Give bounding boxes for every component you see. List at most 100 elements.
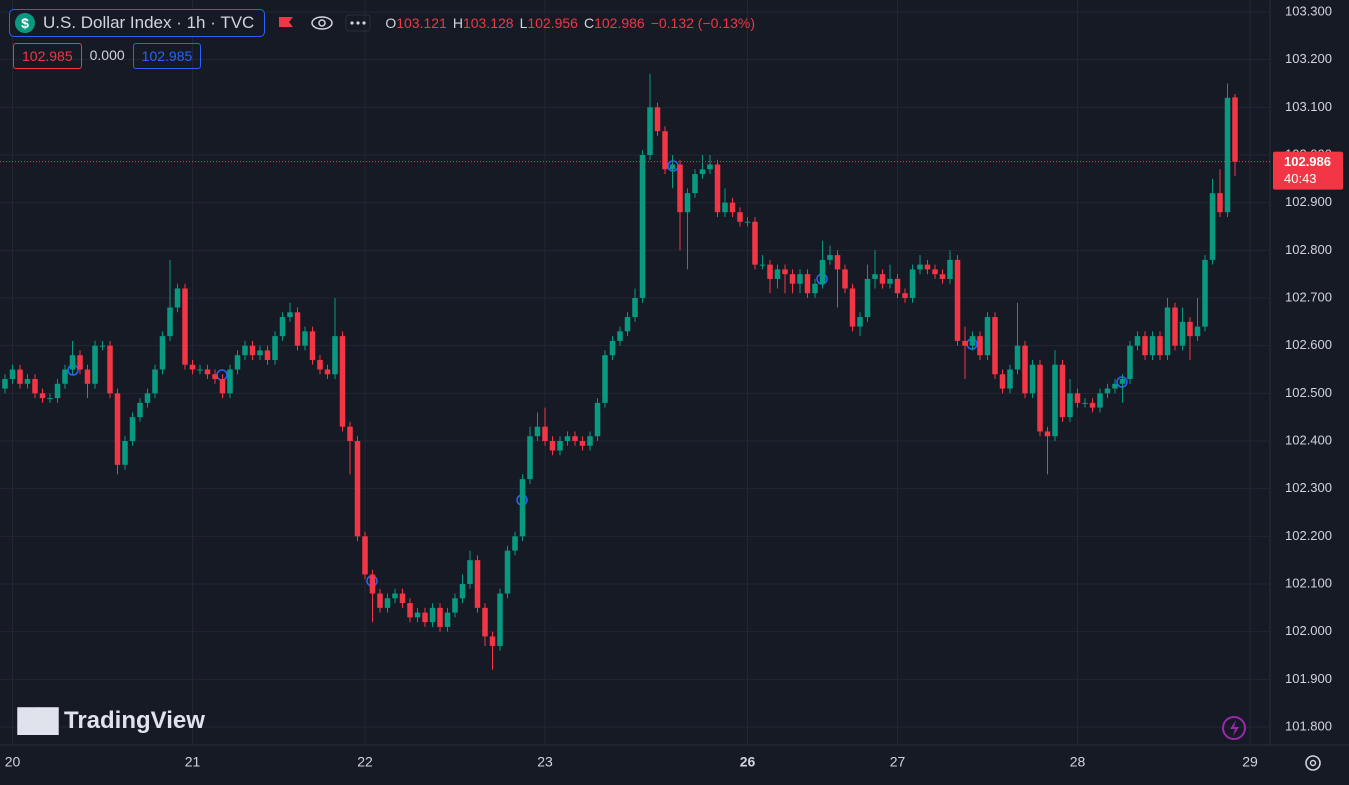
- candle-body: [1044, 431, 1051, 437]
- legend-label: C: [583, 15, 595, 31]
- candle-body: [452, 598, 458, 613]
- candle-body: [692, 174, 698, 194]
- candle-body: [62, 369, 68, 384]
- candle-body: [1052, 364, 1058, 437]
- candle-body: [347, 426, 353, 441]
- x-tick-label: 27: [890, 754, 906, 770]
- candle-body: [189, 364, 196, 370]
- y-tick-label: 101.800: [1285, 718, 1332, 733]
- candle-body: [722, 202, 728, 213]
- settings-icon[interactable]: [1305, 755, 1321, 771]
- candle-body: [804, 274, 811, 294]
- candle-body: [677, 164, 683, 213]
- candle-body: [302, 331, 308, 346]
- candle-body: [767, 264, 773, 279]
- candle-body: [864, 278, 871, 318]
- flag-icon[interactable]: [275, 14, 299, 32]
- candle-body: [77, 355, 83, 370]
- legend-value: 102.956: [527, 15, 578, 31]
- eye-icon[interactable]: [309, 14, 335, 32]
- x-tick-label: 21: [185, 754, 201, 770]
- candle-body: [1209, 193, 1216, 260]
- candle-body: [107, 345, 113, 394]
- candle-body: [1104, 388, 1111, 394]
- candle-body: [857, 317, 863, 327]
- more-icon[interactable]: [345, 14, 371, 32]
- change: −0.132 (−0.13%): [650, 15, 755, 31]
- candle-body: [414, 612, 421, 618]
- candle-body: [947, 259, 953, 279]
- candle-body: [257, 350, 263, 356]
- watermark-text: TradingView: [64, 707, 205, 734]
- candle-body: [879, 274, 886, 284]
- ohlc-legend: O103.121 H103.128 L102.956 C102.986 −0.132 (…: [385, 15, 755, 31]
- candle-body: [939, 274, 946, 279]
- header: $ U.S. Dollar Index · 1h · TVC O103.121 H1…: [9, 9, 755, 37]
- candle-body: [617, 331, 623, 341]
- candle-body: [609, 340, 616, 356]
- candle-body: [219, 379, 226, 394]
- candle-body: [1119, 379, 1126, 384]
- candle-body: [954, 259, 961, 341]
- legend-label: L: [519, 15, 528, 31]
- candle-body: [69, 355, 76, 370]
- candle-body: [662, 131, 668, 170]
- y-tick-label: 102.400: [1285, 432, 1332, 447]
- candle-body: [242, 345, 248, 356]
- candle-body: [872, 274, 878, 279]
- candle-body: [519, 479, 526, 537]
- inputs: 102.985 0.000 102.985: [13, 43, 202, 69]
- candle-body: [182, 288, 188, 365]
- candle-body: [969, 336, 976, 346]
- input-value[interactable]: 102.985: [132, 43, 202, 69]
- candle-body: [47, 398, 53, 400]
- input-value[interactable]: 102.985: [13, 43, 82, 69]
- y-tick-label: 103.200: [1285, 51, 1332, 66]
- candle-body: [812, 283, 818, 294]
- candle-body: [114, 393, 121, 465]
- candle-body: [362, 536, 368, 575]
- candle-body: [497, 593, 503, 646]
- candle-body: [1179, 321, 1186, 346]
- candle-body: [264, 350, 271, 360]
- candle-body: [1074, 393, 1081, 403]
- lightning-icon[interactable]: [1222, 716, 1246, 740]
- candle-body: [1157, 336, 1163, 356]
- x-tick-label: 26: [740, 754, 756, 770]
- candle-body: [527, 436, 533, 480]
- candle-body: [84, 369, 91, 384]
- candle-body: [542, 426, 548, 441]
- candle-body: [272, 336, 278, 360]
- candle-body: [159, 336, 166, 370]
- candle-body: [782, 269, 788, 275]
- symbol-title: U.S. Dollar Index · 1h · TVC: [43, 13, 255, 32]
- candle-body: [459, 584, 466, 599]
- candle-body: [1082, 402, 1088, 404]
- x-tick-label: 20: [5, 754, 21, 770]
- candle-body: [714, 164, 721, 213]
- candle-body: [249, 345, 256, 356]
- candle-body: [1007, 369, 1013, 389]
- candle-body: [504, 550, 511, 594]
- candle-body: [99, 345, 106, 347]
- candle-body: [587, 436, 593, 446]
- symbol-box[interactable]: $ U.S. Dollar Index · 1h · TVC: [9, 9, 266, 37]
- candle-body: [557, 441, 563, 451]
- y-tick-label: 103.100: [1285, 99, 1332, 114]
- candle-body: [579, 441, 586, 446]
- candle-body: [647, 107, 653, 155]
- candle-body: [744, 221, 751, 223]
- candle-body: [992, 317, 998, 375]
- legend-value: 102.986: [594, 15, 645, 31]
- candle-body: [909, 269, 916, 298]
- y-tick-label: 102.700: [1285, 289, 1332, 304]
- candle-body: [902, 293, 908, 298]
- candle-body: [572, 436, 578, 441]
- candle-body: [294, 312, 301, 346]
- candle-body: [999, 374, 1006, 389]
- input-value: 0.000: [89, 47, 125, 63]
- candle-body: [489, 636, 496, 646]
- candle-body: [444, 612, 451, 627]
